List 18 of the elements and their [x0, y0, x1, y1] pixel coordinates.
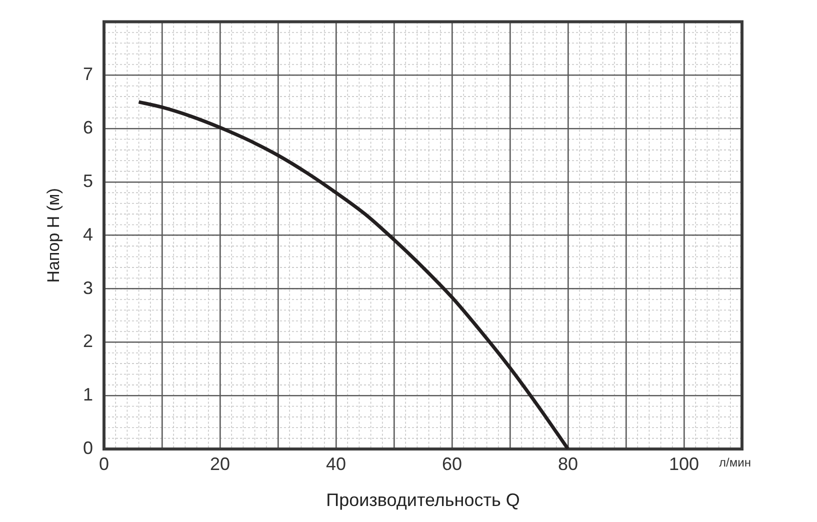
- y-tick-label: 1: [82, 384, 93, 405]
- x-tick-label: 100: [668, 454, 700, 474]
- x-tick-label: 20: [210, 454, 230, 474]
- y-tick-label: 7: [82, 64, 93, 84]
- x-tick-label: 60: [442, 454, 462, 474]
- x-axis-title: Производительность Q: [326, 490, 520, 510]
- y-tick-label: 3: [82, 278, 93, 298]
- x-tick-label: 0: [98, 454, 110, 474]
- y-tick-label: 5: [82, 170, 93, 191]
- y-tick-label: 2: [82, 331, 93, 352]
- y-tick-label: 4: [82, 224, 93, 244]
- x-tick-label: 40: [326, 454, 346, 474]
- y-tick-label: 0: [82, 438, 93, 458]
- y-tick-label: 6: [82, 118, 93, 138]
- text: л/мин: [719, 455, 751, 470]
- y-axis-title: Напор H (м): [44, 188, 63, 283]
- line-series: [137, 100, 570, 449]
- x-tick-label: 80: [558, 454, 578, 474]
